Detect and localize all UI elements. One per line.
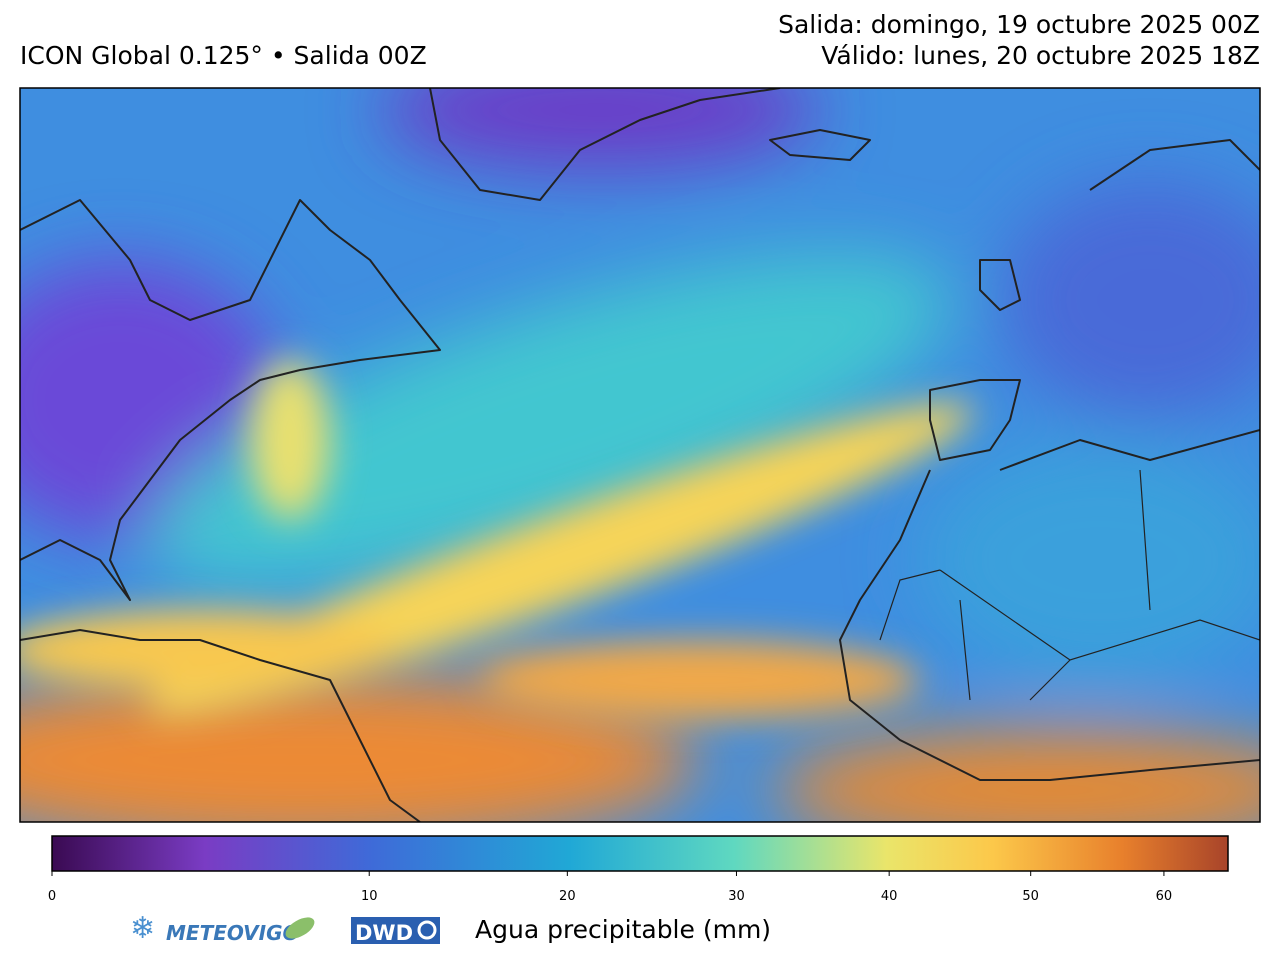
colorbar-tick-label: 0	[48, 889, 56, 904]
map	[20, 88, 1260, 822]
colorbar-tick-label: 30	[728, 889, 745, 904]
colorbar-tick-label: 50	[1022, 889, 1039, 904]
map-frame	[19, 87, 1261, 823]
leaf-icon	[285, 917, 315, 939]
valid-time: Válido: lunes, 20 octubre 2025 18Z	[821, 41, 1260, 70]
colorbar-tick-label: 60	[1156, 889, 1173, 904]
colorbar-label: Agua precipitable (mm)	[475, 915, 771, 944]
snowflake-icon: ❄	[130, 911, 155, 946]
dwd-swirl	[417, 920, 437, 940]
title: ICON Global 0.125° • Salida 00Z	[20, 41, 427, 70]
meteovigo-logo: METEOVIGO	[166, 921, 300, 945]
colorbar-tick-label: 10	[361, 889, 378, 904]
colorbar	[51, 835, 1229, 872]
run-time: Salida: domingo, 19 octubre 2025 00Z	[778, 10, 1260, 39]
colorbar-ticks: 0 10 20 30 40 50 60	[48, 871, 1172, 904]
colorbar-tick-label: 40	[881, 889, 898, 904]
colorbar-tick-label: 20	[559, 889, 576, 904]
dwd-logo: DWD	[355, 921, 413, 945]
